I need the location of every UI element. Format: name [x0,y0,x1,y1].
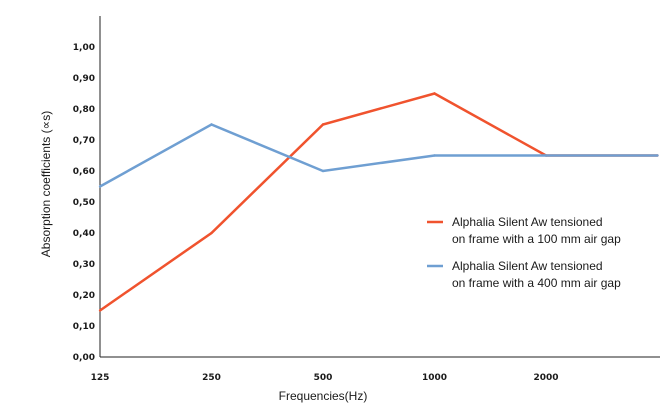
x-tick-label: 2000 [533,373,558,383]
legend-label-series-2-line-1: Alphalia Silent Aw tensioned [452,259,603,273]
y-tick-label: 0,90 [73,74,95,84]
data-point-series-1 [433,92,436,95]
data-point-series-2 [321,169,325,173]
y-tick-label: 0,70 [73,136,95,146]
series-lines [98,92,659,312]
y-tick-label: 0,40 [73,229,95,239]
data-point-series-1 [210,231,213,235]
y-tick-label: 0,80 [73,105,95,115]
series-line-2 [99,123,658,188]
x-tick-label: 250 [202,373,221,383]
data-point-series-2 [656,154,659,157]
y-tick-label: 0,10 [73,322,95,332]
y-tick-labels: 0,00 0,10 0,20 0,30 0,40 0,50 0,60 0,70 0,80 0,90… [73,43,95,363]
axes [99,16,660,358]
y-tick-label: 0,50 [73,198,95,208]
data-point-series-2 [210,123,213,126]
data-point-series-1 [98,309,102,312]
data-point-series-2 [98,185,102,188]
data-point-series-2 [544,154,548,157]
y-tick-label: 0,20 [73,291,95,301]
y-tick-label: 0,30 [73,260,95,270]
x-tick-label: 500 [314,373,333,383]
y-tick-label: 0,00 [73,353,95,363]
legend-label-series-1-line-1: Alphalia Silent Aw tensioned [452,215,603,229]
legend-label-series-1-line-2: on frame with a 100 mm air gap [452,232,621,246]
y-tick-label: 0,60 [73,167,95,177]
y-tick-label: 1,00 [73,43,95,53]
x-axis-title: Frequencies(Hz) [279,389,368,403]
legend: Alphalia Silent Aw tensioned on frame wi… [427,215,621,290]
legend-label-series-2-line-2: on frame with a 400 mm air gap [452,276,621,290]
x-tick-labels: 125 250 500 1000 2000 [91,373,559,383]
data-point-series-2 [433,154,436,157]
x-tick-label: 1000 [422,373,447,383]
y-axis-title: Absorption coefficients (∝s) [39,111,53,257]
x-tick-label: 125 [91,373,110,383]
data-point-series-1 [321,123,325,126]
